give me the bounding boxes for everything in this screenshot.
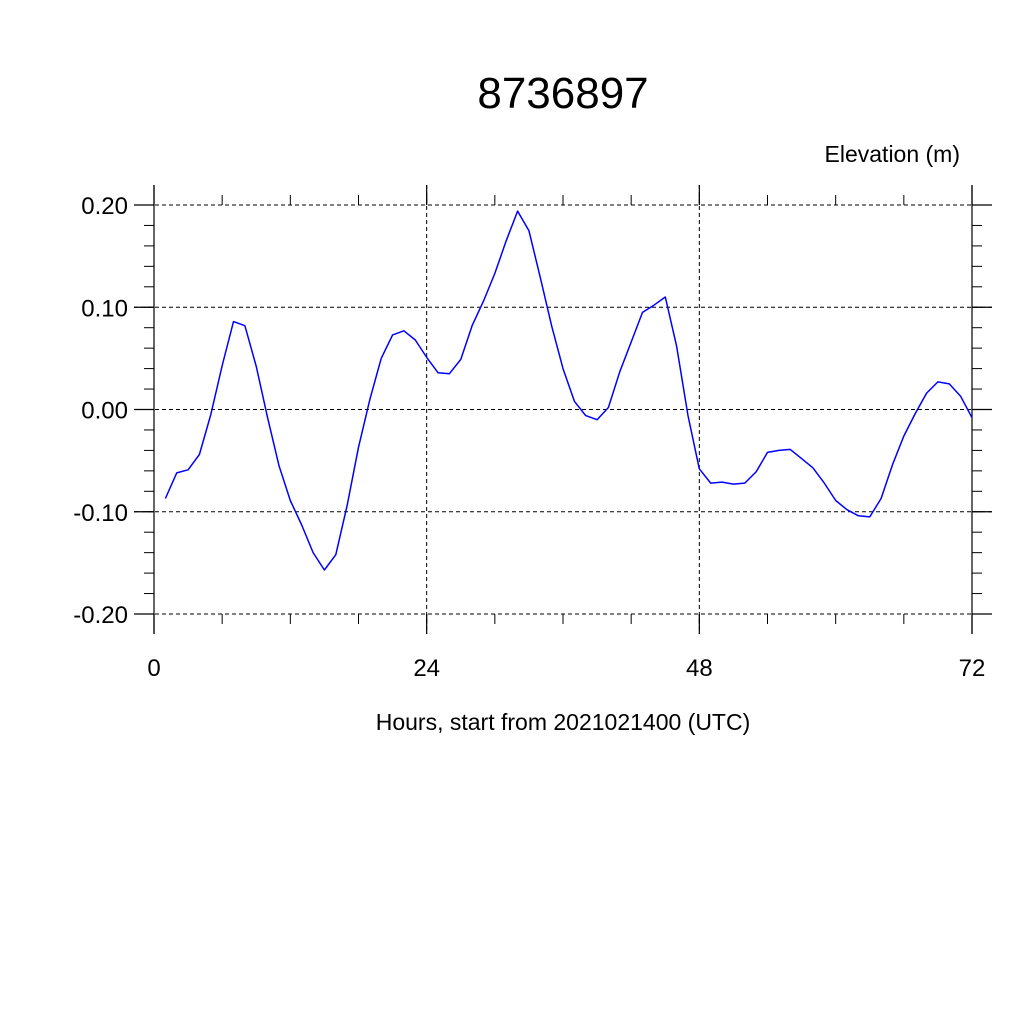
- y-tick-label-1: -0.10: [73, 500, 128, 527]
- x-tick-label-3: 72: [959, 655, 986, 682]
- tick-labels: -0.20 -0.10 0.00 0.10 0.20 0 24 48 72: [73, 193, 985, 682]
- grid-lines: [134, 185, 992, 634]
- major-ticks: [134, 185, 992, 634]
- series-line-0: [164, 210, 973, 571]
- y-axis-label: Elevation (m): [825, 141, 960, 167]
- y-tick-label-4: 0.20: [81, 193, 128, 220]
- y-tick-label-2: 0.00: [81, 398, 128, 425]
- series-layer: [164, 210, 973, 571]
- x-tick-label-1: 24: [413, 655, 440, 682]
- x-tick-label-0: 0: [147, 655, 160, 682]
- y-tick-label-0: -0.20: [73, 602, 128, 629]
- chart-title: 8736897: [477, 69, 648, 118]
- x-axis-label: Hours, start from 2021021400 (UTC): [376, 709, 751, 735]
- x-tick-label-2: 48: [686, 655, 713, 682]
- y-tick-label-3: 0.10: [81, 295, 128, 322]
